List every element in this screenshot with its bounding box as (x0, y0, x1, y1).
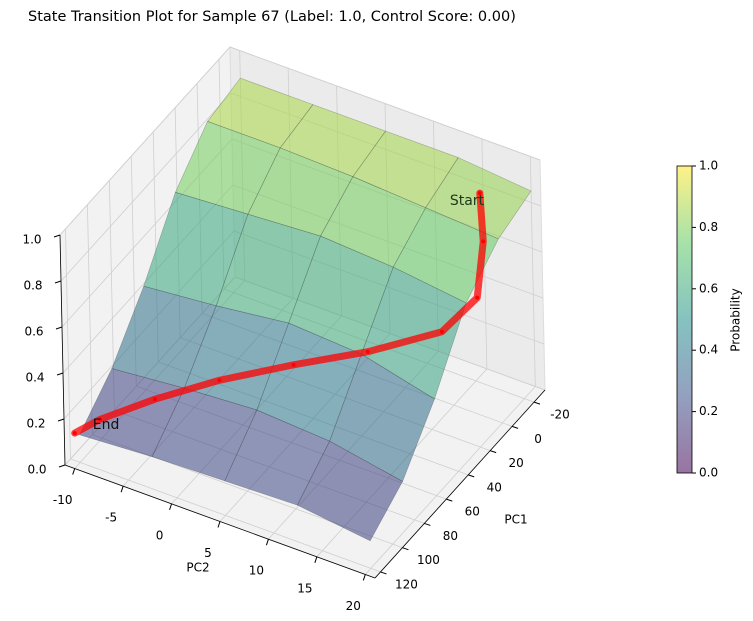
trajectory-point (98, 417, 103, 422)
axis-line (59, 234, 66, 466)
y-tick-label: 5 (204, 546, 212, 560)
y-tick (120, 486, 124, 493)
surface-cell (296, 440, 404, 542)
trajectory-point (481, 239, 486, 244)
trajectory-point (217, 378, 222, 383)
x-tick (511, 425, 519, 429)
colorbar (676, 165, 693, 474)
x-tick-label: 40 (487, 480, 502, 494)
grid-line (65, 228, 71, 459)
z-tick (58, 464, 66, 468)
end-label: End (93, 417, 120, 433)
y-tick (72, 468, 76, 475)
grid-line (59, 46, 231, 236)
x-tick (380, 571, 387, 575)
colorbar-tick-label: 0.0 (699, 466, 718, 480)
x-tick-label: 20 (509, 456, 524, 470)
y-tick (217, 521, 221, 528)
x-tick (468, 474, 475, 478)
z-tick (57, 418, 65, 422)
x-tick-label: -20 (550, 408, 570, 422)
colorbar-label: Probability (729, 288, 743, 351)
colorbar-tick-label: 0.4 (699, 343, 718, 357)
z-tick (54, 280, 62, 284)
colorbar-tick-label: 0.6 (699, 281, 718, 295)
x-tick (402, 547, 409, 551)
x-tick (424, 522, 431, 526)
y-tick-label: 0 (156, 528, 164, 542)
x-tick (446, 498, 453, 502)
y-tick-label: -5 (105, 511, 117, 525)
grid-line (60, 92, 232, 282)
grid-line (87, 204, 93, 435)
x-tick (533, 401, 541, 405)
y-tick (169, 503, 173, 511)
x-tick-label: 120 (395, 577, 418, 591)
trajectory-point (152, 397, 157, 402)
z-tick (53, 234, 61, 238)
z-tick-label: 0.8 (23, 279, 42, 293)
start-label: Start (450, 193, 485, 209)
x-axis-label: PC1 (504, 513, 527, 527)
colorbar-tick-label: 1.0 (699, 159, 718, 173)
y-tick-label: -10 (53, 493, 73, 507)
colorbar-tick-label: 0.2 (699, 404, 718, 418)
z-tick-label: 0.0 (27, 463, 46, 477)
trajectory-point (477, 191, 482, 196)
x-tick-label: 0 (534, 432, 542, 446)
z-tick-label: 0.4 (25, 371, 44, 385)
chart-title: State Transition Plot for Sample 67 (Lab… (28, 9, 516, 25)
x-tick-label: 60 (465, 505, 480, 519)
z-tick-label: 1.0 (22, 233, 41, 247)
trajectory-point (365, 349, 370, 354)
y-axis-label: PC2 (186, 561, 209, 575)
trajectory-point (439, 329, 444, 334)
x-tick-label: 80 (443, 529, 458, 543)
y-tick (314, 556, 318, 563)
grid-line (365, 386, 536, 575)
trajectory-point (475, 295, 480, 300)
z-tick (56, 372, 64, 376)
y-tick (265, 538, 269, 546)
y-tick (362, 574, 366, 581)
y-tick-label: 10 (249, 564, 264, 578)
colorbar-tick-label: 0.8 (699, 220, 718, 234)
x-tick-label: 100 (417, 553, 440, 567)
trajectory (71, 189, 487, 437)
x-tick (490, 450, 497, 454)
z-tick-label: 0.2 (26, 417, 45, 431)
axis-line (374, 389, 546, 579)
z-tick (55, 326, 63, 330)
grid-line (229, 46, 541, 161)
grid-line (529, 156, 536, 387)
trajectory-point (72, 431, 77, 436)
trajectory-point (291, 362, 296, 367)
axis-line (64, 464, 376, 579)
y-tick-label: 20 (346, 599, 361, 613)
y-tick-label: 15 (297, 581, 312, 595)
z-tick-label: 0.6 (24, 325, 43, 339)
